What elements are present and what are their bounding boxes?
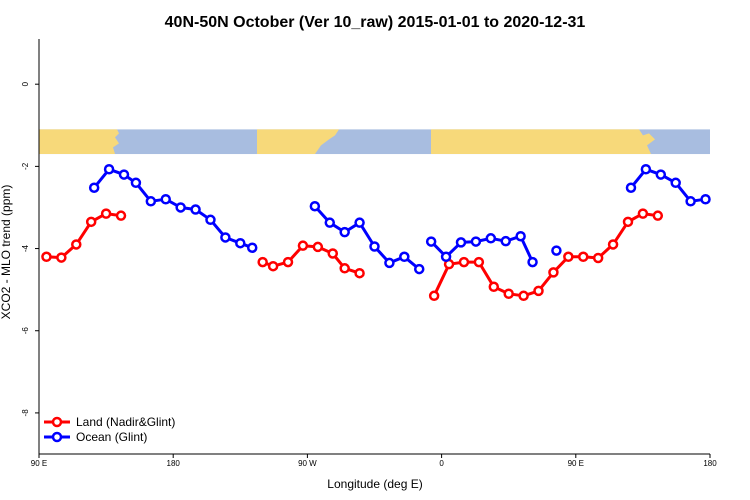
data-point-ocean [515,230,526,242]
data-point-ocean [309,200,321,212]
data-point-land [518,290,529,302]
y-tick-label: -4 [21,244,30,252]
data-point-land [578,251,589,263]
data-point-land [267,260,279,272]
data-point-ocean [625,182,637,193]
data-point-ocean [220,232,231,243]
data-point-ocean [384,257,395,269]
data-point-land [473,256,485,268]
data-point-ocean [527,256,538,268]
data-point-land [652,210,664,221]
data-point-land [282,256,294,268]
data-point-land [85,216,97,228]
chart-title: 40N-50N October (Ver 10_raw) 2015-01-01 … [165,14,586,31]
data-point-ocean [455,237,467,248]
data-point-ocean [175,202,186,213]
legend: Land (Nadir&Glint) Ocean (Glint) [44,415,175,444]
series-line-land [46,212,122,260]
data-point-ocean [88,182,100,193]
x-tick-label: 0 [439,459,444,468]
y-tick-label: -2 [21,162,30,170]
x-tick-label: 90 E [31,459,47,468]
y-tick-label: 0 [21,81,30,86]
data-point-ocean [413,263,425,275]
axes: 90 E 180 90 W 0 90 E 180 0 -2 -4 -6 -8 [21,39,717,468]
data-point-ocean [130,177,142,189]
data-point-land [607,239,619,250]
data-point-land [503,288,514,300]
data-point-land [488,281,500,293]
data-point-ocean [700,193,711,205]
y-axis-label: XCO2 - MLO trend (ppm) [0,185,13,320]
data-point-ocean [205,214,216,226]
data-point-land [327,248,338,259]
legend-marker-ocean [51,431,63,443]
data-point-ocean [500,235,511,247]
x-tick-label: 90 W [298,459,317,468]
data-point-land [533,285,544,297]
data-point-ocean [369,241,380,252]
data-point-ocean [235,237,246,249]
data-point-ocean [485,233,497,244]
data-point-land [100,208,112,219]
data-point-ocean [399,251,410,263]
data-point-ocean [470,236,482,247]
data-point-ocean [160,193,171,205]
data-point-land [458,256,470,268]
data-point-ocean [190,204,201,215]
data-point-land [312,241,324,253]
y-tick-label: -6 [21,327,30,335]
data-point-land [339,263,350,274]
data-point-land [548,267,559,278]
data-point-ocean [655,169,667,180]
x-tick-label: 180 [703,459,717,468]
data-point-land [257,256,268,268]
world-map-band [39,129,710,155]
data-point-ocean [551,245,562,256]
legend-label-land: Land (Nadir&Glint) [76,415,175,429]
data-point-land [56,252,67,263]
data-point-ocean [440,251,452,263]
data-point-ocean [324,217,336,228]
data-point-land [354,267,365,279]
data-point-ocean [145,196,157,207]
legend-label-ocean: Ocean (Glint) [76,430,147,444]
series-line-ocean [629,167,706,203]
data-point-ocean [118,169,130,180]
data-point-ocean [339,226,350,238]
series-layer [41,164,711,302]
data-point-land [297,240,309,251]
data-point-ocean [425,236,437,247]
data-point-ocean [670,177,681,189]
data-point-land [592,252,604,264]
data-point-ocean [103,164,115,175]
data-point-ocean [246,242,258,253]
map-land [39,129,655,155]
data-point-land [115,210,127,221]
x-axis-label: Longitude (deg E) [327,477,422,491]
x-tick-label: 180 [167,459,181,468]
data-point-ocean [685,196,696,207]
data-point-land [41,251,52,263]
data-point-land [428,290,440,302]
data-point-land [637,208,649,219]
data-point-land [563,251,574,263]
data-point-ocean [354,217,365,228]
x-tick-label: 90 E [568,459,584,468]
y-tick-label: -8 [21,409,30,417]
legend-marker-land [51,416,63,428]
series-line-land [432,212,659,298]
data-point-ocean [640,164,652,175]
data-point-land [71,239,82,250]
data-point-land [622,216,634,228]
